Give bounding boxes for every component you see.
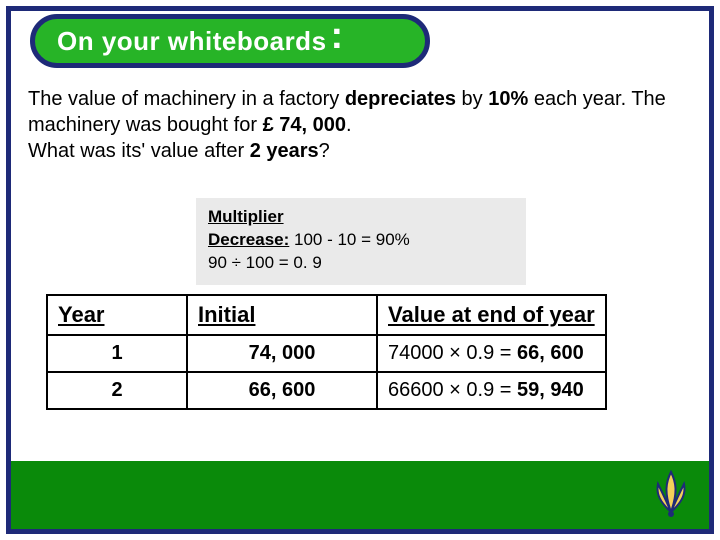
cell-initial: 66, 600 xyxy=(187,372,377,409)
cell-initial: 74, 000 xyxy=(187,335,377,372)
cell-year: 1 xyxy=(47,335,187,372)
depreciation-table: Year Initial Value at end of year 1 74, … xyxy=(46,294,607,410)
cell-value: 66600 × 0.9 = 59, 940 xyxy=(377,372,606,409)
header-year: Year xyxy=(47,295,187,335)
multiplier-heading: Multiplier xyxy=(208,207,284,226)
footer-bar xyxy=(11,461,709,529)
logo-icon xyxy=(644,468,698,522)
table-row: 2 66, 600 66600 × 0.9 = 59, 940 xyxy=(47,372,606,409)
table-header-row: Year Initial Value at end of year xyxy=(47,295,606,335)
header-value: Value at end of year xyxy=(377,295,606,335)
multiplier-box: Multiplier Decrease: 100 - 10 = 90% 90 ÷… xyxy=(196,198,526,285)
question-text: The value of machinery in a factory depr… xyxy=(28,86,692,164)
cell-value: 74000 × 0.9 = 66, 600 xyxy=(377,335,606,372)
table-row: 1 74, 000 74000 × 0.9 = 66, 600 xyxy=(47,335,606,372)
cell-year: 2 xyxy=(47,372,187,409)
title-text: On your whiteboards: xyxy=(57,25,344,57)
title-pill: On your whiteboards: xyxy=(30,14,430,68)
header-initial: Initial xyxy=(187,295,377,335)
